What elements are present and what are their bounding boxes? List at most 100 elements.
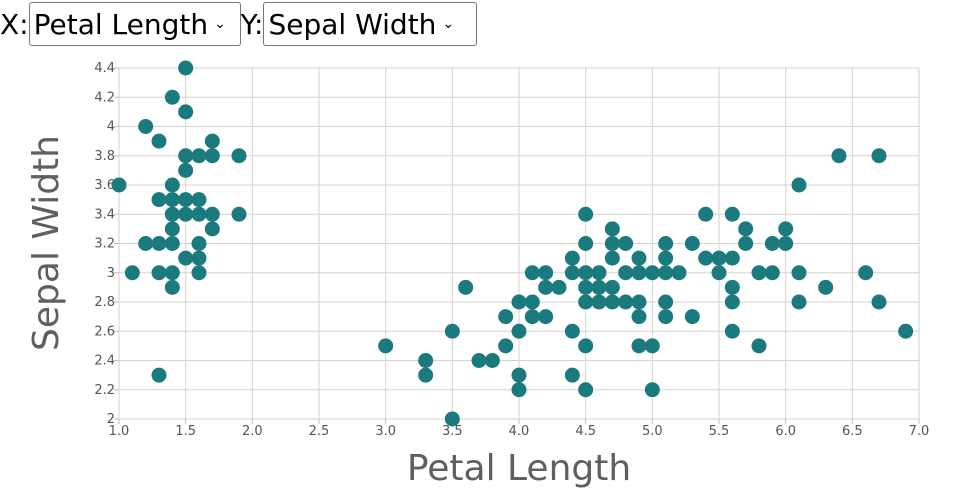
axis-controls: X: Petal Length ⌄ Y: Sepal Width ⌄ <box>0 0 478 48</box>
y-tick-label: 4.4 <box>94 61 115 76</box>
data-point <box>791 177 807 193</box>
data-point <box>711 265 727 281</box>
data-point <box>578 338 594 354</box>
data-point <box>524 294 540 310</box>
x-tick: 5.5 <box>709 419 730 439</box>
data-point <box>231 148 247 164</box>
x-tick-label: 1.5 <box>175 424 196 439</box>
x-tick-label: 6.0 <box>775 424 796 439</box>
data-point <box>151 192 167 208</box>
data-point <box>724 206 740 222</box>
data-point <box>698 250 714 266</box>
y-tick: 2.8 <box>94 295 119 310</box>
data-point <box>524 265 540 281</box>
data-point <box>751 265 767 281</box>
data-point <box>604 294 620 310</box>
y-axis-ticks: 2 2.2 2.4 2.6 2.8 3 3.2 3.4 3.6 3.8 4 4.2 4.4 <box>94 61 119 427</box>
data-point <box>778 236 794 251</box>
data-point <box>191 265 207 281</box>
data-point <box>591 279 607 295</box>
data-point <box>578 265 594 281</box>
data-point <box>511 294 527 310</box>
data-point <box>178 60 194 76</box>
y-tick-label: 2.6 <box>94 324 115 339</box>
data-point <box>778 221 794 237</box>
chevron-down-icon: ⌄ <box>214 16 226 32</box>
y-tick-label: 4.2 <box>94 90 115 105</box>
x-tick-label: 3.0 <box>375 424 396 439</box>
y-tick: 2.2 <box>94 383 119 398</box>
data-point <box>178 148 194 164</box>
data-point <box>564 323 580 339</box>
data-point <box>618 265 634 281</box>
data-point <box>818 279 834 295</box>
y-tick: 3.8 <box>94 149 119 164</box>
data-point <box>524 309 540 325</box>
data-point <box>631 250 647 266</box>
data-point <box>644 338 660 354</box>
x-tick: 1.0 <box>109 419 130 439</box>
data-point <box>858 265 874 281</box>
data-point <box>604 279 620 295</box>
x-tick-label: 1.0 <box>109 424 130 439</box>
data-point <box>618 294 634 310</box>
data-point <box>204 221 220 237</box>
data-point <box>698 206 714 222</box>
x-axis-ticks: 1.0 1.5 2.0 2.5 3.0 3.5 4.0 4.5 5.0 5.5 6.0 6.5 7.0 <box>109 419 930 439</box>
y-tick-label: 2.8 <box>94 295 115 310</box>
data-point <box>871 294 887 310</box>
data-point <box>738 236 754 251</box>
data-point <box>551 279 567 295</box>
x-axis-select[interactable]: Petal Length ⌄ <box>28 2 241 46</box>
data-point <box>591 265 607 281</box>
data-point <box>498 309 514 325</box>
data-points <box>111 60 914 427</box>
y-axis-select-label: Y: <box>240 7 264 41</box>
y-tick: 2.4 <box>94 354 119 369</box>
chevron-down-icon: ⌄ <box>442 16 455 32</box>
data-point <box>631 338 647 354</box>
data-point <box>831 148 847 164</box>
data-point <box>604 236 620 251</box>
data-point <box>458 279 474 295</box>
x-tick: 6.0 <box>775 419 796 439</box>
x-tick-label: 7.0 <box>909 424 930 439</box>
data-point <box>191 250 207 266</box>
data-point <box>511 323 527 339</box>
y-tick-label: 3.4 <box>94 207 115 222</box>
data-point <box>738 221 754 237</box>
data-point <box>151 133 167 149</box>
y-tick-label: 3.6 <box>94 178 115 193</box>
data-point <box>578 382 594 398</box>
y-tick-label: 2.4 <box>94 354 115 369</box>
data-point <box>418 367 434 383</box>
data-point <box>578 294 594 310</box>
data-point <box>684 236 700 251</box>
data-point <box>164 279 180 295</box>
data-point <box>164 265 180 281</box>
x-tick-label: 5.5 <box>709 424 730 439</box>
data-point <box>538 265 554 281</box>
x-tick-label: 2.0 <box>242 424 263 439</box>
data-point <box>191 192 207 208</box>
data-point <box>658 236 674 251</box>
data-point <box>178 192 194 208</box>
y-tick-label: 2.2 <box>94 383 115 398</box>
y-axis-select[interactable]: Sepal Width ⌄ <box>263 2 478 46</box>
data-point <box>578 236 594 251</box>
x-tick: 4.5 <box>575 419 596 439</box>
data-point <box>204 206 220 222</box>
y-tick: 4.4 <box>94 61 119 76</box>
data-point <box>151 265 167 281</box>
data-point <box>484 353 500 368</box>
x-tick: 2.0 <box>242 419 263 439</box>
x-tick-label: 3.5 <box>442 424 463 439</box>
data-point <box>684 309 700 325</box>
data-point <box>631 265 647 281</box>
y-tick: 3.4 <box>94 207 119 222</box>
y-tick-label: 3.8 <box>94 149 115 164</box>
data-point <box>644 265 660 281</box>
y-tick-label: 2 <box>107 412 115 427</box>
data-point <box>711 250 727 266</box>
data-point <box>191 206 207 222</box>
